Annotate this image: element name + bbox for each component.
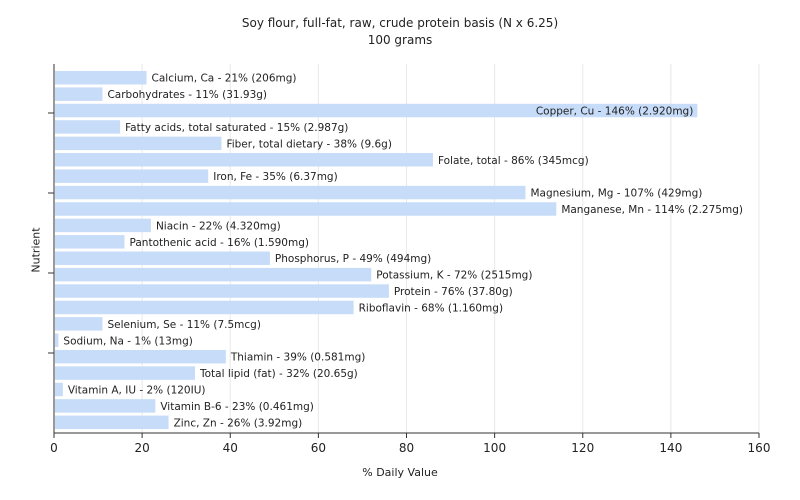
- bar-label: Potassium, K - 72% (2515mg): [376, 270, 532, 282]
- bar-label: Pantothenic acid - 16% (1.590mg): [130, 237, 309, 249]
- x-tick-label: 20: [134, 441, 149, 455]
- bar: [55, 415, 169, 430]
- bar: [55, 333, 59, 348]
- chart-title: Soy flour, full-fat, raw, crude protein …: [241, 16, 559, 30]
- bar: [55, 317, 103, 331]
- bar: [55, 251, 270, 265]
- x-axis-label: % Daily Value: [362, 466, 438, 479]
- bar-label: Niacin - 22% (4.320mg): [156, 220, 281, 232]
- bar: [55, 300, 354, 315]
- bar: [55, 71, 147, 85]
- bar: [55, 185, 526, 200]
- bar: [55, 366, 195, 380]
- bar-label: Fiber, total dietary - 38% (9.6g): [226, 138, 391, 150]
- bar: [55, 267, 372, 282]
- y-axis-label: Nutrient: [29, 227, 43, 273]
- bar: [55, 235, 125, 249]
- x-tick-label: 40: [223, 441, 238, 455]
- bar-label: Riboflavin - 68% (1.160mg): [359, 302, 503, 314]
- bar-label: Zinc, Zn - 26% (3.92mg): [174, 417, 303, 429]
- bar-label: Iron, Fe - 35% (6.37mg): [213, 171, 337, 183]
- x-tick-label: 160: [748, 441, 771, 455]
- bar-label: Selenium, Se - 11% (7.5mcg): [107, 319, 260, 331]
- bar-label: Vitamin A, IU - 2% (120IU): [68, 385, 206, 397]
- bar-label: Folate, total - 86% (345mcg): [438, 155, 589, 167]
- bar: [55, 349, 226, 364]
- bar-label: Total lipid (fat) - 32% (20.65g): [199, 368, 358, 380]
- bar-label: Magnesium, Mg - 107% (429mg): [530, 188, 702, 200]
- bar-label: Manganese, Mn - 114% (2.275mg): [561, 204, 743, 216]
- bar: [55, 120, 121, 134]
- bar-label: Protein - 76% (37.80g): [394, 286, 513, 298]
- x-tick-label: 80: [399, 441, 414, 455]
- chart-subtitle: 100 grams: [367, 33, 433, 47]
- x-tick-label: 140: [659, 441, 682, 455]
- bar: [55, 399, 156, 413]
- bar: [55, 169, 209, 183]
- bar-label: Sodium, Na - 1% (13mg): [63, 335, 192, 347]
- bar-label: Carbohydrates - 11% (31.93g): [107, 89, 267, 101]
- bar: [55, 202, 557, 216]
- bar: [55, 382, 63, 397]
- bar: [55, 87, 103, 101]
- bar-label: Fatty acids, total saturated - 15% (2.98…: [125, 122, 348, 134]
- x-tick-label: 60: [311, 441, 326, 455]
- bar-label: Phosphorus, P - 49% (494mg): [275, 253, 431, 265]
- bar: [55, 103, 698, 118]
- bar-label: Calcium, Ca - 21% (206mg): [152, 73, 297, 85]
- x-tick-label: 100: [483, 441, 506, 455]
- x-tick-label: 0: [50, 441, 58, 455]
- bar: [55, 153, 433, 167]
- x-tick-label: 120: [571, 441, 594, 455]
- bar: [55, 136, 222, 151]
- bar-label: Thiamin - 39% (0.581mg): [230, 352, 366, 364]
- bar: [55, 284, 389, 298]
- bar-label: Vitamin B-6 - 23% (0.461mg): [160, 401, 314, 413]
- bar: [55, 218, 151, 233]
- bar-label: Copper, Cu - 146% (2.920mg): [536, 106, 694, 118]
